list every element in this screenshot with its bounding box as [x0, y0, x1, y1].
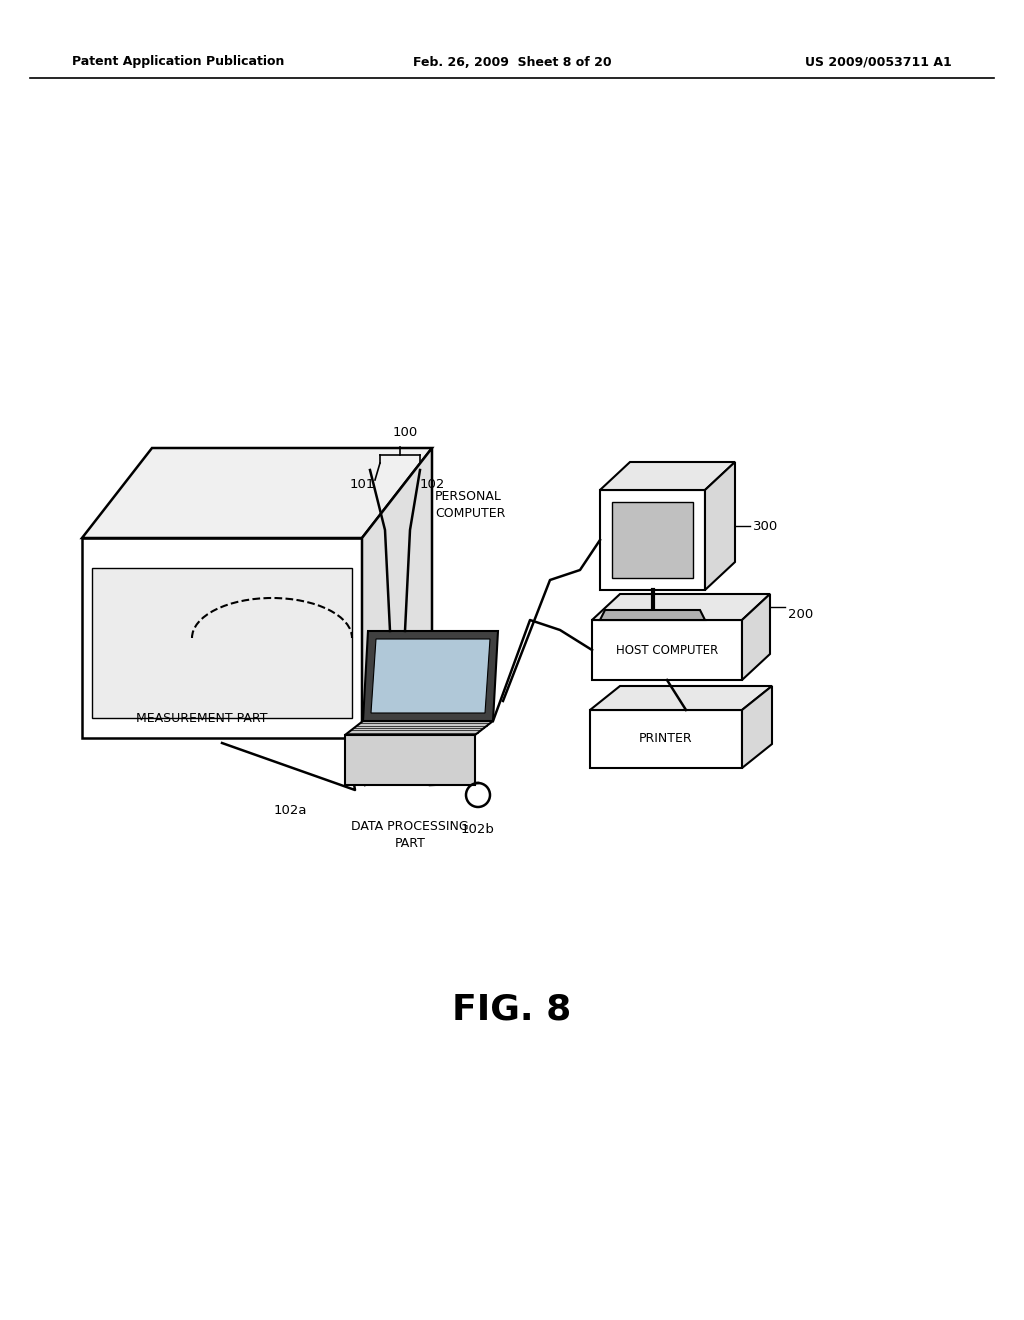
Text: PRINTER: PRINTER — [639, 733, 693, 746]
Polygon shape — [612, 502, 693, 578]
Text: Feb. 26, 2009  Sheet 8 of 20: Feb. 26, 2009 Sheet 8 of 20 — [413, 55, 611, 69]
Polygon shape — [371, 639, 490, 713]
Text: 101: 101 — [349, 479, 375, 491]
Polygon shape — [590, 686, 772, 710]
Polygon shape — [600, 610, 705, 620]
Polygon shape — [592, 594, 770, 620]
Polygon shape — [705, 462, 735, 590]
Text: 102a: 102a — [273, 804, 307, 817]
Polygon shape — [362, 447, 432, 738]
Text: FIG. 8: FIG. 8 — [453, 993, 571, 1027]
Polygon shape — [92, 568, 352, 718]
Polygon shape — [592, 620, 742, 680]
Polygon shape — [600, 462, 735, 490]
Text: Patent Application Publication: Patent Application Publication — [72, 55, 285, 69]
Text: 300: 300 — [753, 520, 778, 532]
Polygon shape — [742, 594, 770, 680]
Polygon shape — [82, 539, 362, 738]
Text: US 2009/0053711 A1: US 2009/0053711 A1 — [805, 55, 952, 69]
Polygon shape — [82, 447, 432, 539]
Polygon shape — [345, 721, 493, 735]
Text: HOST COMPUTER: HOST COMPUTER — [615, 644, 718, 656]
Text: 200: 200 — [788, 609, 813, 622]
Polygon shape — [600, 490, 705, 590]
Polygon shape — [590, 710, 742, 768]
Text: MEASUREMENT PART: MEASUREMENT PART — [136, 711, 267, 725]
Polygon shape — [742, 686, 772, 768]
Text: 102b: 102b — [461, 822, 495, 836]
Text: PERSONAL
COMPUTER: PERSONAL COMPUTER — [435, 490, 506, 520]
Text: DATA PROCESSING
PART: DATA PROCESSING PART — [351, 820, 469, 850]
Text: 102: 102 — [419, 479, 444, 491]
Polygon shape — [362, 631, 498, 721]
Polygon shape — [345, 735, 475, 785]
Text: 100: 100 — [392, 426, 418, 440]
